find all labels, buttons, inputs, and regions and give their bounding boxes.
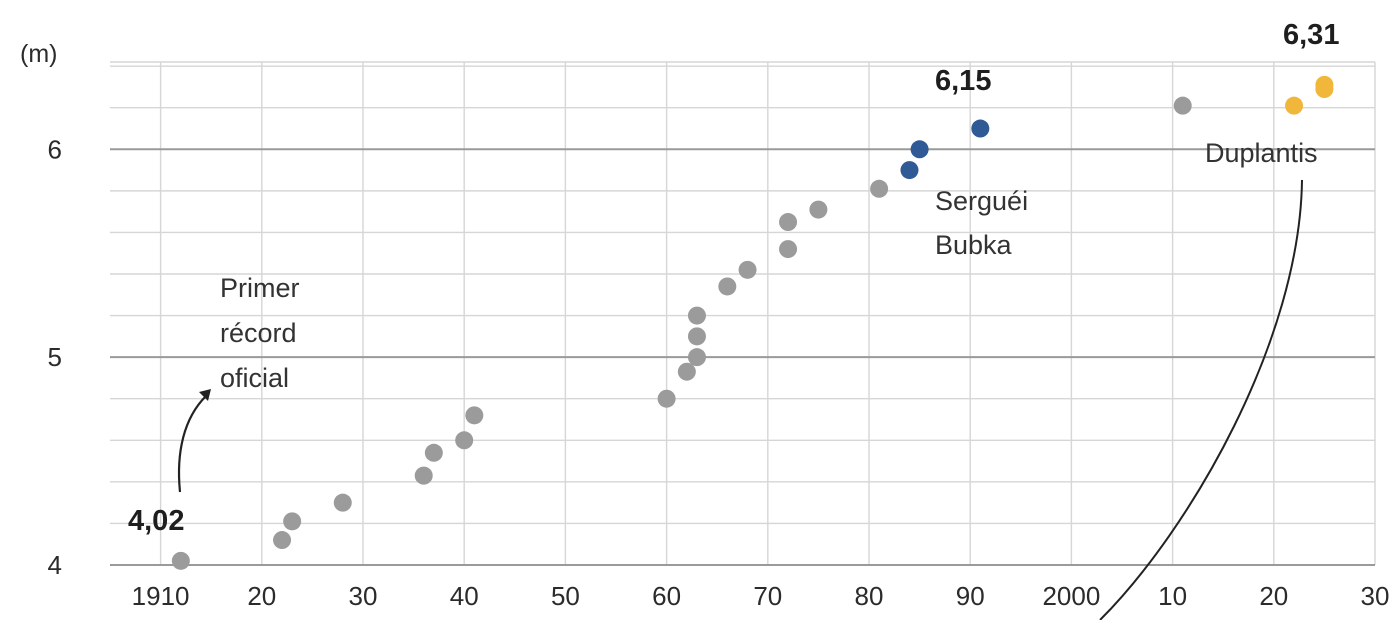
x-tick-label: 60 (652, 581, 681, 611)
data-point (718, 277, 737, 296)
data-point (809, 200, 828, 219)
x-tick-label: 20 (247, 581, 276, 611)
first-record-value: 4,02 (128, 505, 184, 537)
x-tick-label: 20 (1259, 581, 1288, 611)
data-point (1173, 96, 1192, 115)
data-point (779, 213, 798, 232)
first-record-label-line: récord (220, 318, 297, 348)
data-point (687, 348, 706, 367)
data-point (687, 306, 706, 325)
data-point (910, 140, 929, 159)
minor-gridlines (110, 61, 1376, 566)
data-point (283, 512, 302, 531)
y-tick-label: 5 (48, 342, 62, 372)
first-record-label: Primer récord oficial (220, 273, 307, 393)
data-points (171, 75, 1334, 570)
data-point (273, 531, 292, 550)
data-point (900, 161, 919, 180)
x-axis: 1910 20 30 40 50 60 70 80 90 2000 10 20 30 (132, 581, 1390, 611)
data-point (1315, 75, 1334, 94)
first-record-arrow (177, 395, 207, 493)
bubka-label-line: Serguéi (935, 186, 1028, 216)
first-record-arrowhead (199, 389, 211, 401)
duplantis-connector (1099, 179, 1303, 620)
x-tick-label: 90 (956, 581, 985, 611)
x-tick-label: 10 (1158, 581, 1187, 611)
data-point (424, 443, 443, 462)
y-axis-unit-label: (m) (20, 40, 57, 68)
data-point (687, 327, 706, 346)
y-tick-label: 6 (48, 134, 62, 164)
x-tick-label: 80 (855, 581, 884, 611)
x-tick-label: 50 (551, 581, 580, 611)
data-point (1285, 96, 1304, 115)
duplantis-label: Duplantis (1205, 138, 1318, 168)
data-point (657, 389, 676, 408)
first-record-label-line: Primer (220, 273, 300, 303)
data-point (455, 431, 474, 450)
x-tick-label: 30 (349, 581, 378, 611)
x-tick-label: 70 (753, 581, 782, 611)
data-point (779, 240, 798, 259)
data-point (738, 260, 757, 279)
x-tick-label: 1910 (132, 581, 190, 611)
data-point (971, 119, 990, 138)
data-point (870, 179, 889, 198)
bubka-label: Serguéi Bubka (935, 186, 1036, 260)
major-gridlines (110, 148, 1375, 566)
x-tick-label: 30 (1361, 581, 1390, 611)
bubka-value: 6,15 (935, 65, 991, 97)
y-tick-label: 4 (48, 550, 62, 580)
x-tick-label: 40 (450, 581, 479, 611)
data-point (677, 362, 696, 381)
first-record-label-line: oficial (220, 363, 289, 393)
duplantis-value: 6,31 (1283, 19, 1339, 51)
data-point (414, 466, 433, 485)
x-tick-label: 2000 (1042, 581, 1100, 611)
y-axis: 4 5 6 (48, 134, 62, 580)
data-point (333, 493, 352, 512)
data-point (465, 406, 484, 425)
bubka-label-line: Bubka (935, 230, 1013, 260)
data-point (171, 551, 190, 570)
